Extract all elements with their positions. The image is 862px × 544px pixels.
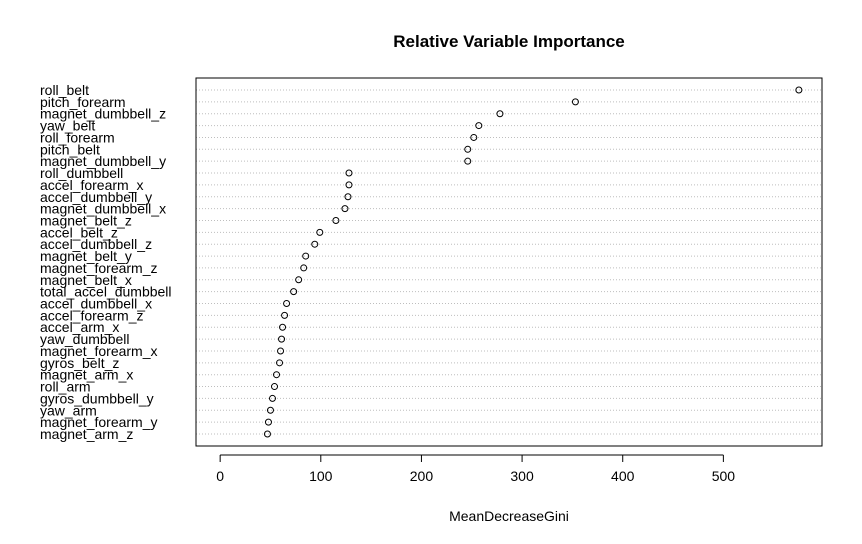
data-point xyxy=(271,383,279,391)
x-axis-label: MeanDecreaseGini xyxy=(449,508,569,524)
x-tick-label: 400 xyxy=(611,468,635,484)
y-tick-label: accel_forearm_x xyxy=(40,177,144,193)
x-tick-label: 0 xyxy=(216,468,224,484)
plot-frame xyxy=(195,77,823,447)
y-tick-label: magnet_dumbbell_y xyxy=(40,153,166,169)
y-tick-label: accel_dumbbell_y xyxy=(40,189,152,205)
data-point xyxy=(263,430,271,438)
data-point xyxy=(300,264,308,272)
y-tick-label: gyros_dumbbell_y xyxy=(40,390,154,406)
data-point xyxy=(464,157,472,165)
y-tick-label: total_accel_dumbbell xyxy=(40,284,172,300)
data-point xyxy=(464,145,472,153)
y-tick-label: magnet_forearm_y xyxy=(40,414,158,430)
y-tick-label: yaw_belt xyxy=(40,118,95,134)
y-tick-label: accel_belt_z xyxy=(40,224,118,240)
data-point xyxy=(268,394,276,402)
y-tick-label: magnet_arm_z xyxy=(40,426,133,442)
grid-lines xyxy=(196,89,822,435)
x-axis: 0 100 200 300 400 500 xyxy=(216,454,736,484)
chart-title: Relative Variable Importance xyxy=(393,32,625,51)
y-tick-label: magnet_belt_z xyxy=(40,212,132,228)
data-point xyxy=(470,133,478,141)
data-point xyxy=(264,418,272,426)
data-point xyxy=(277,347,285,355)
y-tick-label: roll_forearm xyxy=(40,129,115,145)
data-point xyxy=(795,86,803,94)
data-point xyxy=(279,323,287,331)
y-tick-label: yaw_arm xyxy=(40,402,97,418)
data-point xyxy=(276,359,284,367)
y-tick-label: magnet_dumbbell_z xyxy=(40,106,166,122)
data-point xyxy=(332,216,340,224)
y-tick-label: roll_dumbbell xyxy=(40,165,123,181)
y-tick-label: magnet_forearm_x xyxy=(40,343,158,359)
y-tick-label: roll_arm xyxy=(40,379,91,395)
y-tick-label: yaw_dumbbell xyxy=(40,331,130,347)
y-tick-label: magnet_belt_x xyxy=(40,272,132,288)
data-point xyxy=(278,335,286,343)
data-point xyxy=(290,288,298,296)
y-tick-label: magnet_forearm_z xyxy=(40,260,158,276)
x-tick-label: 500 xyxy=(712,468,736,484)
y-tick-label: accel_dumbbell_z xyxy=(40,236,152,252)
y-tick-label: roll_belt xyxy=(40,82,89,98)
x-tick-label: 100 xyxy=(309,468,333,484)
data-point xyxy=(571,98,579,106)
y-tick-label: magnet_arm_x xyxy=(40,367,133,383)
data-point xyxy=(345,169,353,177)
y-tick-label: magnet_belt_y xyxy=(40,248,132,264)
data-point xyxy=(311,240,319,248)
data-point xyxy=(316,228,324,236)
data-point xyxy=(475,122,483,130)
data-point xyxy=(283,300,291,308)
y-tick-label: magnet_dumbbell_x xyxy=(40,201,166,217)
data-points xyxy=(263,86,803,438)
data-point xyxy=(273,371,281,379)
data-point xyxy=(295,276,303,284)
x-tick-label: 200 xyxy=(410,468,434,484)
y-tick-label: gyros_belt_z xyxy=(40,355,119,371)
y-tick-label: accel_forearm_z xyxy=(40,307,144,323)
y-tick-labels: roll_beltpitch_forearmmagnet_dumbbell_zy… xyxy=(40,82,172,442)
data-point xyxy=(266,406,274,414)
x-tick-label: 300 xyxy=(510,468,534,484)
data-point xyxy=(345,181,353,189)
data-point xyxy=(344,193,352,201)
y-tick-label: pitch_belt xyxy=(40,141,100,157)
y-tick-label: pitch_forearm xyxy=(40,94,126,110)
data-point xyxy=(302,252,310,260)
data-point xyxy=(281,311,289,319)
y-tick-label: accel_arm_x xyxy=(40,319,119,335)
data-point xyxy=(341,205,349,213)
data-point xyxy=(496,110,504,118)
y-tick-label: accel_dumbbell_x xyxy=(40,296,152,312)
